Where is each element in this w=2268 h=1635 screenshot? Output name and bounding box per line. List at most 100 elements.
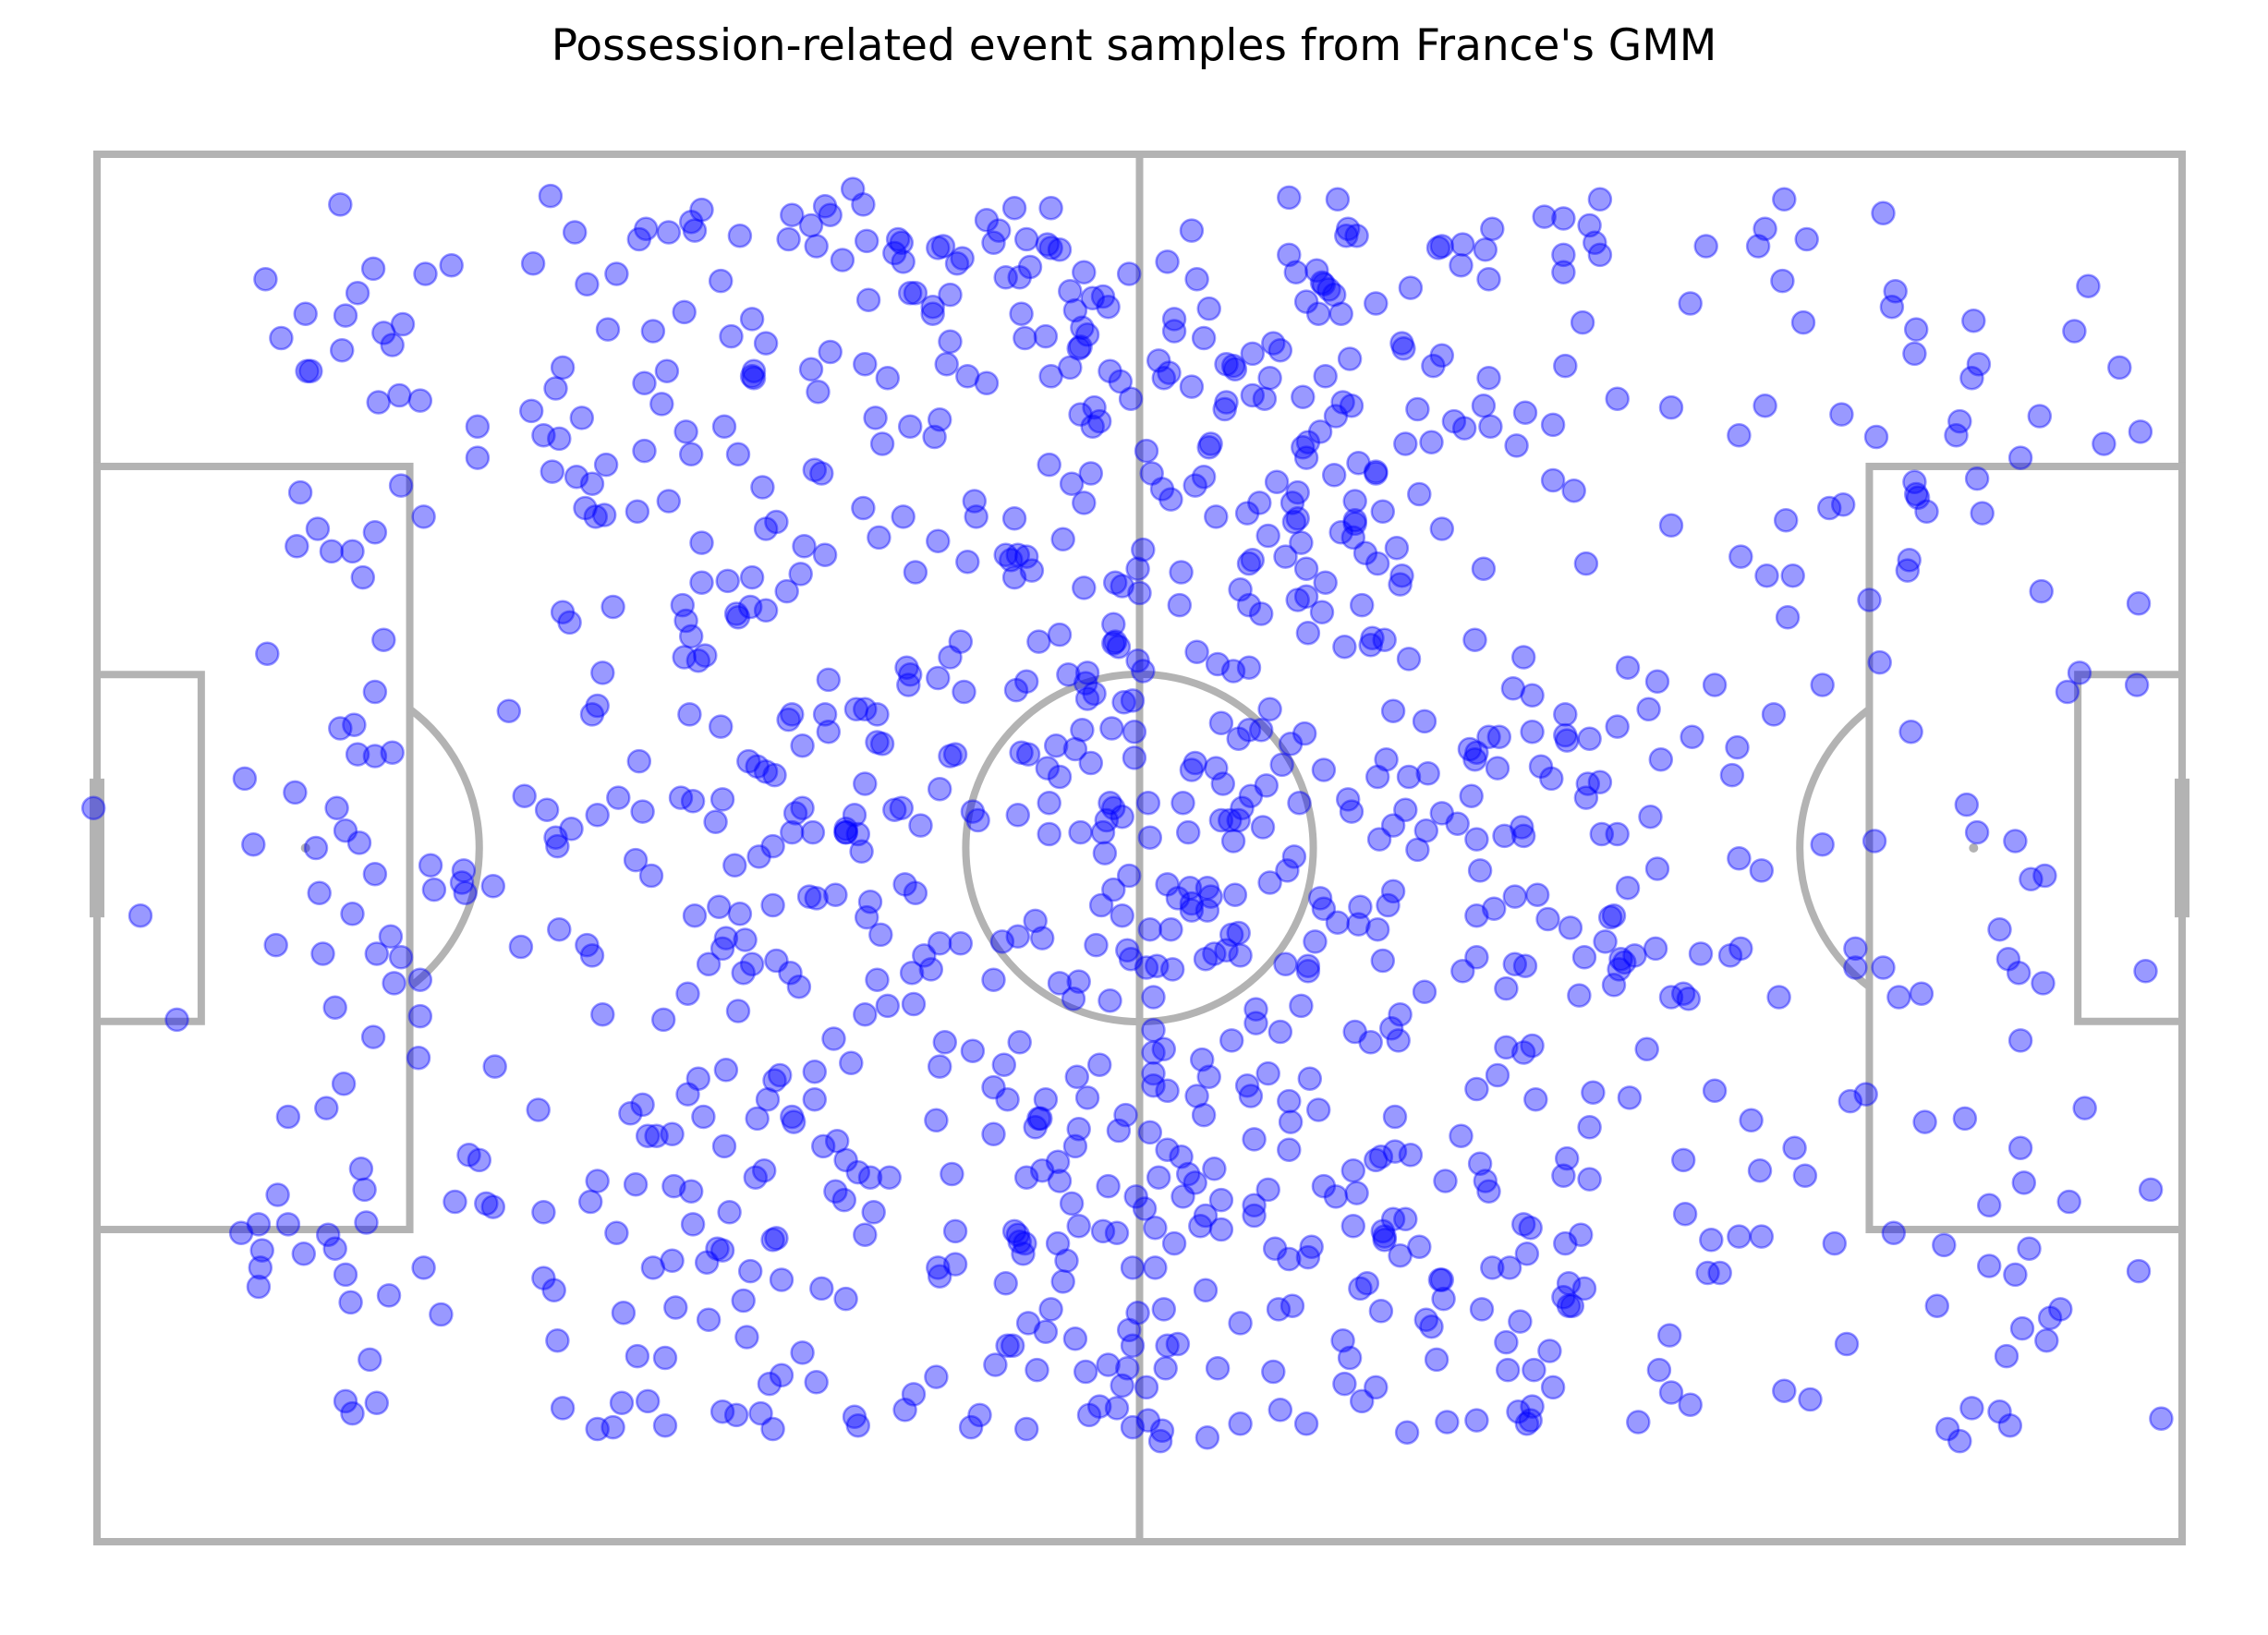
- scatter-point: [1384, 535, 1410, 561]
- scatter-point: [903, 280, 928, 306]
- scatter-point: [1553, 722, 1578, 748]
- scatter-point: [955, 549, 980, 575]
- scatter-point: [1198, 884, 1223, 909]
- scatter-point: [1096, 294, 1121, 320]
- scatter-point: [710, 787, 735, 812]
- scatter-point: [845, 1159, 871, 1185]
- scatter-point: [885, 226, 911, 252]
- scatter-point: [626, 226, 652, 252]
- scatter-point: [656, 220, 682, 245]
- scatter-point: [1396, 764, 1422, 790]
- scatter-point: [1524, 882, 1550, 907]
- scatter-point: [512, 783, 537, 808]
- scatter-point: [1431, 1286, 1456, 1312]
- scatter-point: [897, 280, 923, 306]
- scatter-point: [540, 459, 565, 484]
- scatter-point: [1727, 846, 1752, 871]
- scatter-point: [1195, 898, 1220, 923]
- scatter-point: [322, 1236, 347, 1261]
- scatter-point: [583, 504, 609, 529]
- scatter-point: [1518, 1215, 1543, 1241]
- scatter-point: [1195, 875, 1220, 901]
- scatter-point: [263, 932, 288, 958]
- scatter-point: [531, 1200, 556, 1225]
- scatter-point: [291, 1241, 317, 1266]
- scatter-point: [1102, 570, 1128, 595]
- scatter-point: [780, 819, 805, 845]
- scatter-point: [1902, 341, 1927, 367]
- scatter-point: [1289, 530, 1314, 555]
- scatter-point: [1843, 936, 1868, 962]
- scatter-point: [1118, 946, 1144, 972]
- scatter-point: [1571, 945, 1597, 970]
- scatter-point: [1871, 955, 1896, 980]
- scatter-point: [853, 351, 878, 377]
- scatter-point: [1739, 1108, 1764, 1133]
- scatter-point: [1023, 908, 1048, 934]
- scatter-point: [865, 967, 890, 992]
- scatter-point: [802, 1086, 828, 1112]
- scatter-point: [1770, 268, 1795, 294]
- scatter-point: [1512, 953, 1538, 978]
- scatter-point: [660, 1248, 685, 1274]
- scatter-point: [733, 927, 758, 952]
- scatter-point: [362, 744, 388, 769]
- scatter-point: [1537, 1338, 1562, 1363]
- scatter-point: [1007, 1229, 1032, 1254]
- scatter-point: [228, 1220, 254, 1246]
- scatter-point: [944, 251, 970, 276]
- scatter-point: [333, 1262, 358, 1288]
- scatter-point: [1520, 1033, 1545, 1059]
- scatter-point: [649, 392, 674, 417]
- centre-spot: [1135, 844, 1144, 852]
- scatter-point: [1558, 915, 1583, 940]
- scatter-point: [1072, 575, 1097, 600]
- scatter-point: [788, 562, 813, 587]
- scatter-point: [1551, 1285, 1576, 1310]
- scatter-point: [833, 817, 858, 842]
- scatter-point: [1761, 702, 1787, 727]
- scatter-point: [1366, 827, 1392, 852]
- scatter-point: [1464, 827, 1489, 852]
- scatter-point: [865, 730, 890, 755]
- scatter-point: [717, 1200, 742, 1225]
- scatter-point: [611, 1300, 637, 1326]
- scatter-point: [981, 967, 1006, 992]
- scatter-point: [329, 337, 355, 363]
- scatter-point: [1643, 936, 1668, 962]
- scatter-point: [1295, 1244, 1321, 1270]
- scatter-point: [1352, 540, 1378, 566]
- scatter-point: [1500, 676, 1526, 701]
- scatter-point: [833, 1147, 858, 1173]
- scatter-point: [1494, 975, 1519, 1001]
- scatter-point: [1202, 941, 1227, 966]
- scatter-point: [974, 208, 1000, 233]
- scatter-point: [298, 358, 323, 383]
- right-penalty-arc: [1796, 706, 1872, 990]
- scatter-point: [710, 1399, 735, 1424]
- scatter-point: [1510, 1212, 1536, 1237]
- scatter-point: [792, 534, 817, 559]
- scatter-point: [1476, 365, 1501, 391]
- scatter-point: [1502, 884, 1528, 909]
- scatter-point: [1450, 959, 1475, 984]
- scatter-point: [731, 960, 756, 986]
- scatter-point: [1587, 187, 1613, 212]
- scatter-point: [1277, 1088, 1302, 1114]
- scatter-point: [1398, 275, 1424, 300]
- scatter-point: [1510, 1040, 1536, 1065]
- scatter-point: [362, 679, 388, 705]
- scatter-point: [1816, 495, 1842, 521]
- scatter-point: [652, 1345, 678, 1371]
- scatter-point: [1285, 587, 1310, 612]
- scatter-point: [453, 880, 478, 906]
- scatter-point: [1179, 890, 1205, 916]
- scatter-point: [1914, 499, 1939, 525]
- scatter-point: [1370, 948, 1396, 974]
- scatter-point: [1467, 1151, 1493, 1176]
- scatter-point: [1208, 710, 1234, 736]
- scatter-point: [1285, 479, 1310, 505]
- scatter-point: [677, 702, 702, 727]
- scatter-point: [845, 1412, 871, 1438]
- scatter-point: [1291, 435, 1316, 460]
